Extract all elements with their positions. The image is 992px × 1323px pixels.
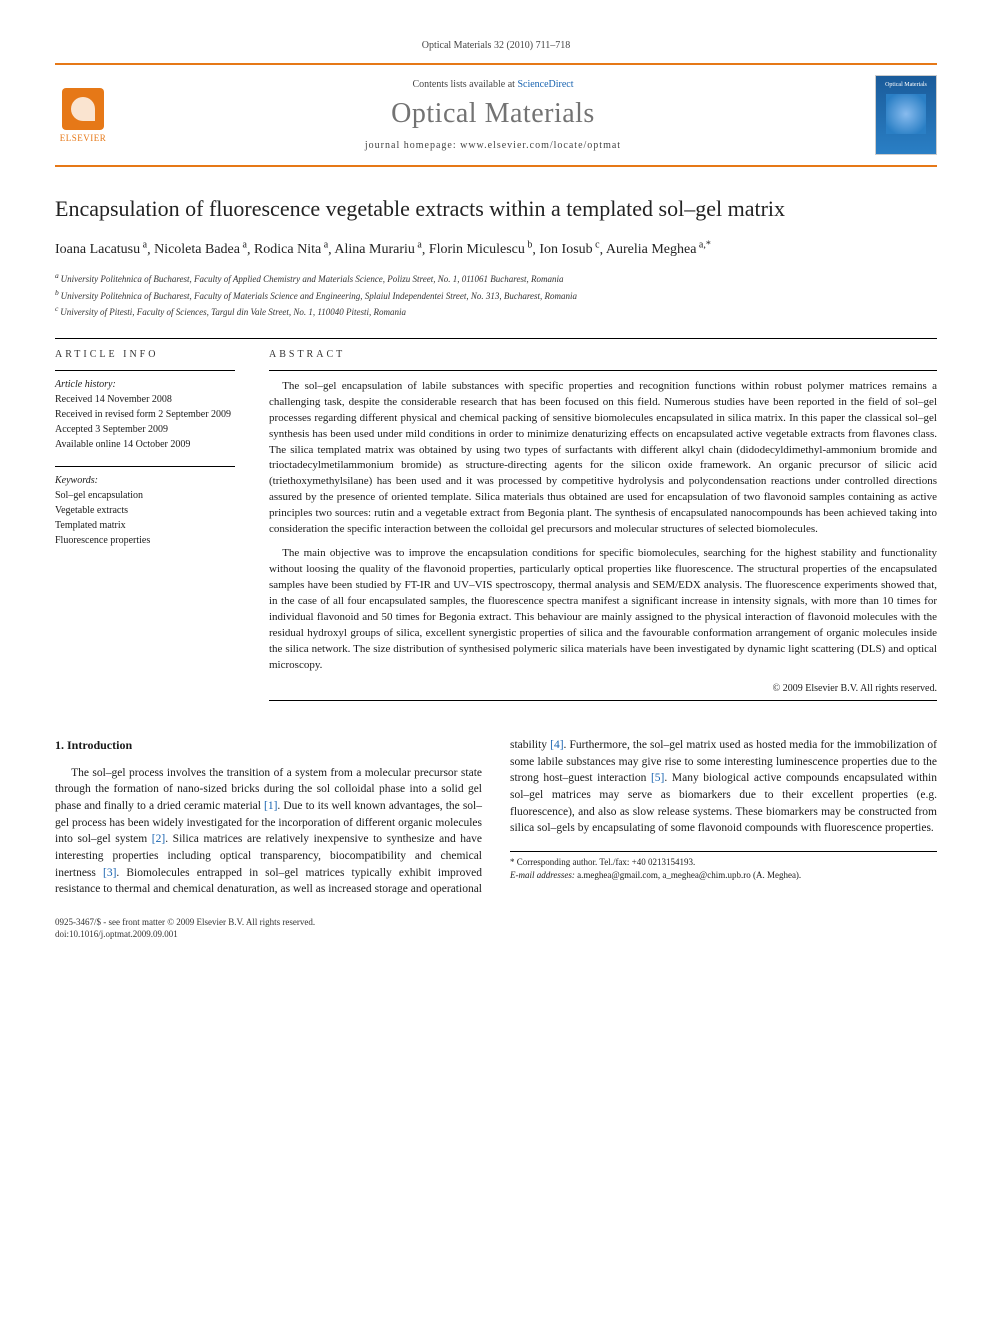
body-columns: 1. Introduction The sol–gel process invo… bbox=[55, 737, 937, 898]
keyword: Vegetable extracts bbox=[55, 503, 235, 518]
history-line: Received 14 November 2008 bbox=[55, 392, 235, 407]
elsevier-logo: ELSEVIER bbox=[55, 84, 111, 146]
abstract-text: The sol–gel encapsulation of labile subs… bbox=[269, 370, 937, 696]
journal-homepage: journal homepage: www.elsevier.com/locat… bbox=[125, 140, 861, 151]
article-info-column: ARTICLE INFO Article history: Received 1… bbox=[55, 349, 235, 701]
abstract-bottom-rule bbox=[269, 700, 937, 701]
author: Alina Murariu a bbox=[334, 242, 421, 257]
history-line: Available online 14 October 2009 bbox=[55, 437, 235, 452]
header-center: Contents lists available at ScienceDirec… bbox=[125, 79, 861, 151]
affiliation-key: c bbox=[55, 304, 60, 313]
affiliation: c University of Pitesti, Faculty of Scie… bbox=[55, 303, 937, 320]
keyword: Templated matrix bbox=[55, 518, 235, 533]
email-attribution: (A. Meghea). bbox=[753, 870, 801, 880]
ref-link-1[interactable]: [1] bbox=[264, 800, 277, 812]
keyword-lines: Sol–gel encapsulationVegetable extractsT… bbox=[55, 488, 235, 548]
keywords-block: Keywords: Sol–gel encapsulationVegetable… bbox=[55, 466, 235, 548]
citation-line: Optical Materials 32 (2010) 711–718 bbox=[55, 40, 937, 51]
page-footer: 0925-3467/$ - see front matter © 2009 El… bbox=[55, 916, 937, 941]
affiliation: a University Politehnica of Bucharest, F… bbox=[55, 270, 937, 287]
elsevier-tree-icon bbox=[62, 88, 104, 130]
footer-line-2: doi:10.1016/j.optmat.2009.09.001 bbox=[55, 928, 937, 941]
article-info-label: ARTICLE INFO bbox=[55, 349, 235, 360]
author-affiliation-marker: a,* bbox=[696, 240, 710, 251]
keyword: Fluorescence properties bbox=[55, 533, 235, 548]
contents-prefix: Contents lists available at bbox=[412, 79, 517, 90]
affiliation-key: a bbox=[55, 271, 61, 280]
elsevier-brand-text: ELSEVIER bbox=[60, 133, 107, 143]
author-list: Ioana Lacatusu a, Nicoleta Badea a, Rodi… bbox=[55, 238, 937, 261]
abstract-p2: The main objective was to improve the en… bbox=[269, 546, 937, 674]
author-affiliation-marker: c bbox=[593, 240, 600, 251]
keywords-heading: Keywords: bbox=[55, 475, 235, 486]
abstract-p1: The sol–gel encapsulation of labile subs… bbox=[269, 379, 937, 538]
info-abstract-row: ARTICLE INFO Article history: Received 1… bbox=[55, 349, 937, 701]
email-line: E-mail addresses: a.meghea@gmail.com, a_… bbox=[510, 869, 937, 882]
ref-link-5[interactable]: [5] bbox=[651, 772, 664, 784]
author: Ion Iosub c bbox=[539, 242, 599, 257]
journal-header: ELSEVIER Contents lists available at Sci… bbox=[55, 63, 937, 167]
footnote-block: * Corresponding author. Tel./fax: +40 02… bbox=[510, 851, 937, 881]
author-affiliation-marker: b bbox=[525, 240, 533, 251]
cover-thumb-title: Optical Materials bbox=[885, 82, 927, 88]
ref-link-3[interactable]: [3] bbox=[103, 867, 116, 879]
history-lines: Received 14 November 2008Received in rev… bbox=[55, 392, 235, 452]
history-heading: Article history: bbox=[55, 379, 235, 390]
abstract-label: ABSTRACT bbox=[269, 349, 937, 360]
ref-link-2[interactable]: [2] bbox=[152, 833, 165, 845]
footer-line-1: 0925-3467/$ - see front matter © 2009 El… bbox=[55, 916, 937, 929]
divider bbox=[55, 338, 937, 339]
author: Ioana Lacatusu a bbox=[55, 242, 147, 257]
sciencedirect-link[interactable]: ScienceDirect bbox=[517, 79, 573, 90]
author-affiliation-marker: a bbox=[415, 240, 422, 251]
affiliation-key: b bbox=[55, 288, 61, 297]
author: Nicoleta Badea a bbox=[154, 242, 247, 257]
author: Rodica Nita a bbox=[254, 242, 328, 257]
affiliation-list: a University Politehnica of Bucharest, F… bbox=[55, 270, 937, 320]
email-addresses: a.meghea@gmail.com, a_meghea@chim.upb.ro bbox=[577, 870, 751, 880]
contents-available-line: Contents lists available at ScienceDirec… bbox=[125, 79, 861, 90]
author: Aurelia Meghea a,* bbox=[606, 242, 711, 257]
author-affiliation-marker: a bbox=[140, 240, 147, 251]
keyword: Sol–gel encapsulation bbox=[55, 488, 235, 503]
email-label: E-mail addresses: bbox=[510, 870, 575, 880]
history-line: Received in revised form 2 September 200… bbox=[55, 407, 235, 422]
cover-thumb-art bbox=[886, 94, 926, 134]
history-line: Accepted 3 September 2009 bbox=[55, 422, 235, 437]
abstract-column: ABSTRACT The sol–gel encapsulation of la… bbox=[269, 349, 937, 701]
abstract-copyright: © 2009 Elsevier B.V. All rights reserved… bbox=[269, 682, 937, 697]
affiliation: b University Politehnica of Bucharest, F… bbox=[55, 287, 937, 304]
page: Optical Materials 32 (2010) 711–718 ELSE… bbox=[0, 0, 992, 981]
journal-name: Optical Materials bbox=[125, 98, 861, 130]
article-title: Encapsulation of fluorescence vegetable … bbox=[55, 195, 937, 224]
author-affiliation-marker: a bbox=[321, 240, 328, 251]
author: Florin Miculescu b bbox=[429, 242, 533, 257]
ref-link-4[interactable]: [4] bbox=[550, 739, 563, 751]
section-1-heading: 1. Introduction bbox=[55, 737, 482, 754]
journal-cover-thumb: Optical Materials bbox=[875, 75, 937, 155]
corresponding-author: * Corresponding author. Tel./fax: +40 02… bbox=[510, 856, 937, 869]
author-affiliation-marker: a bbox=[240, 240, 247, 251]
article-history-block: Article history: Received 14 November 20… bbox=[55, 370, 235, 452]
